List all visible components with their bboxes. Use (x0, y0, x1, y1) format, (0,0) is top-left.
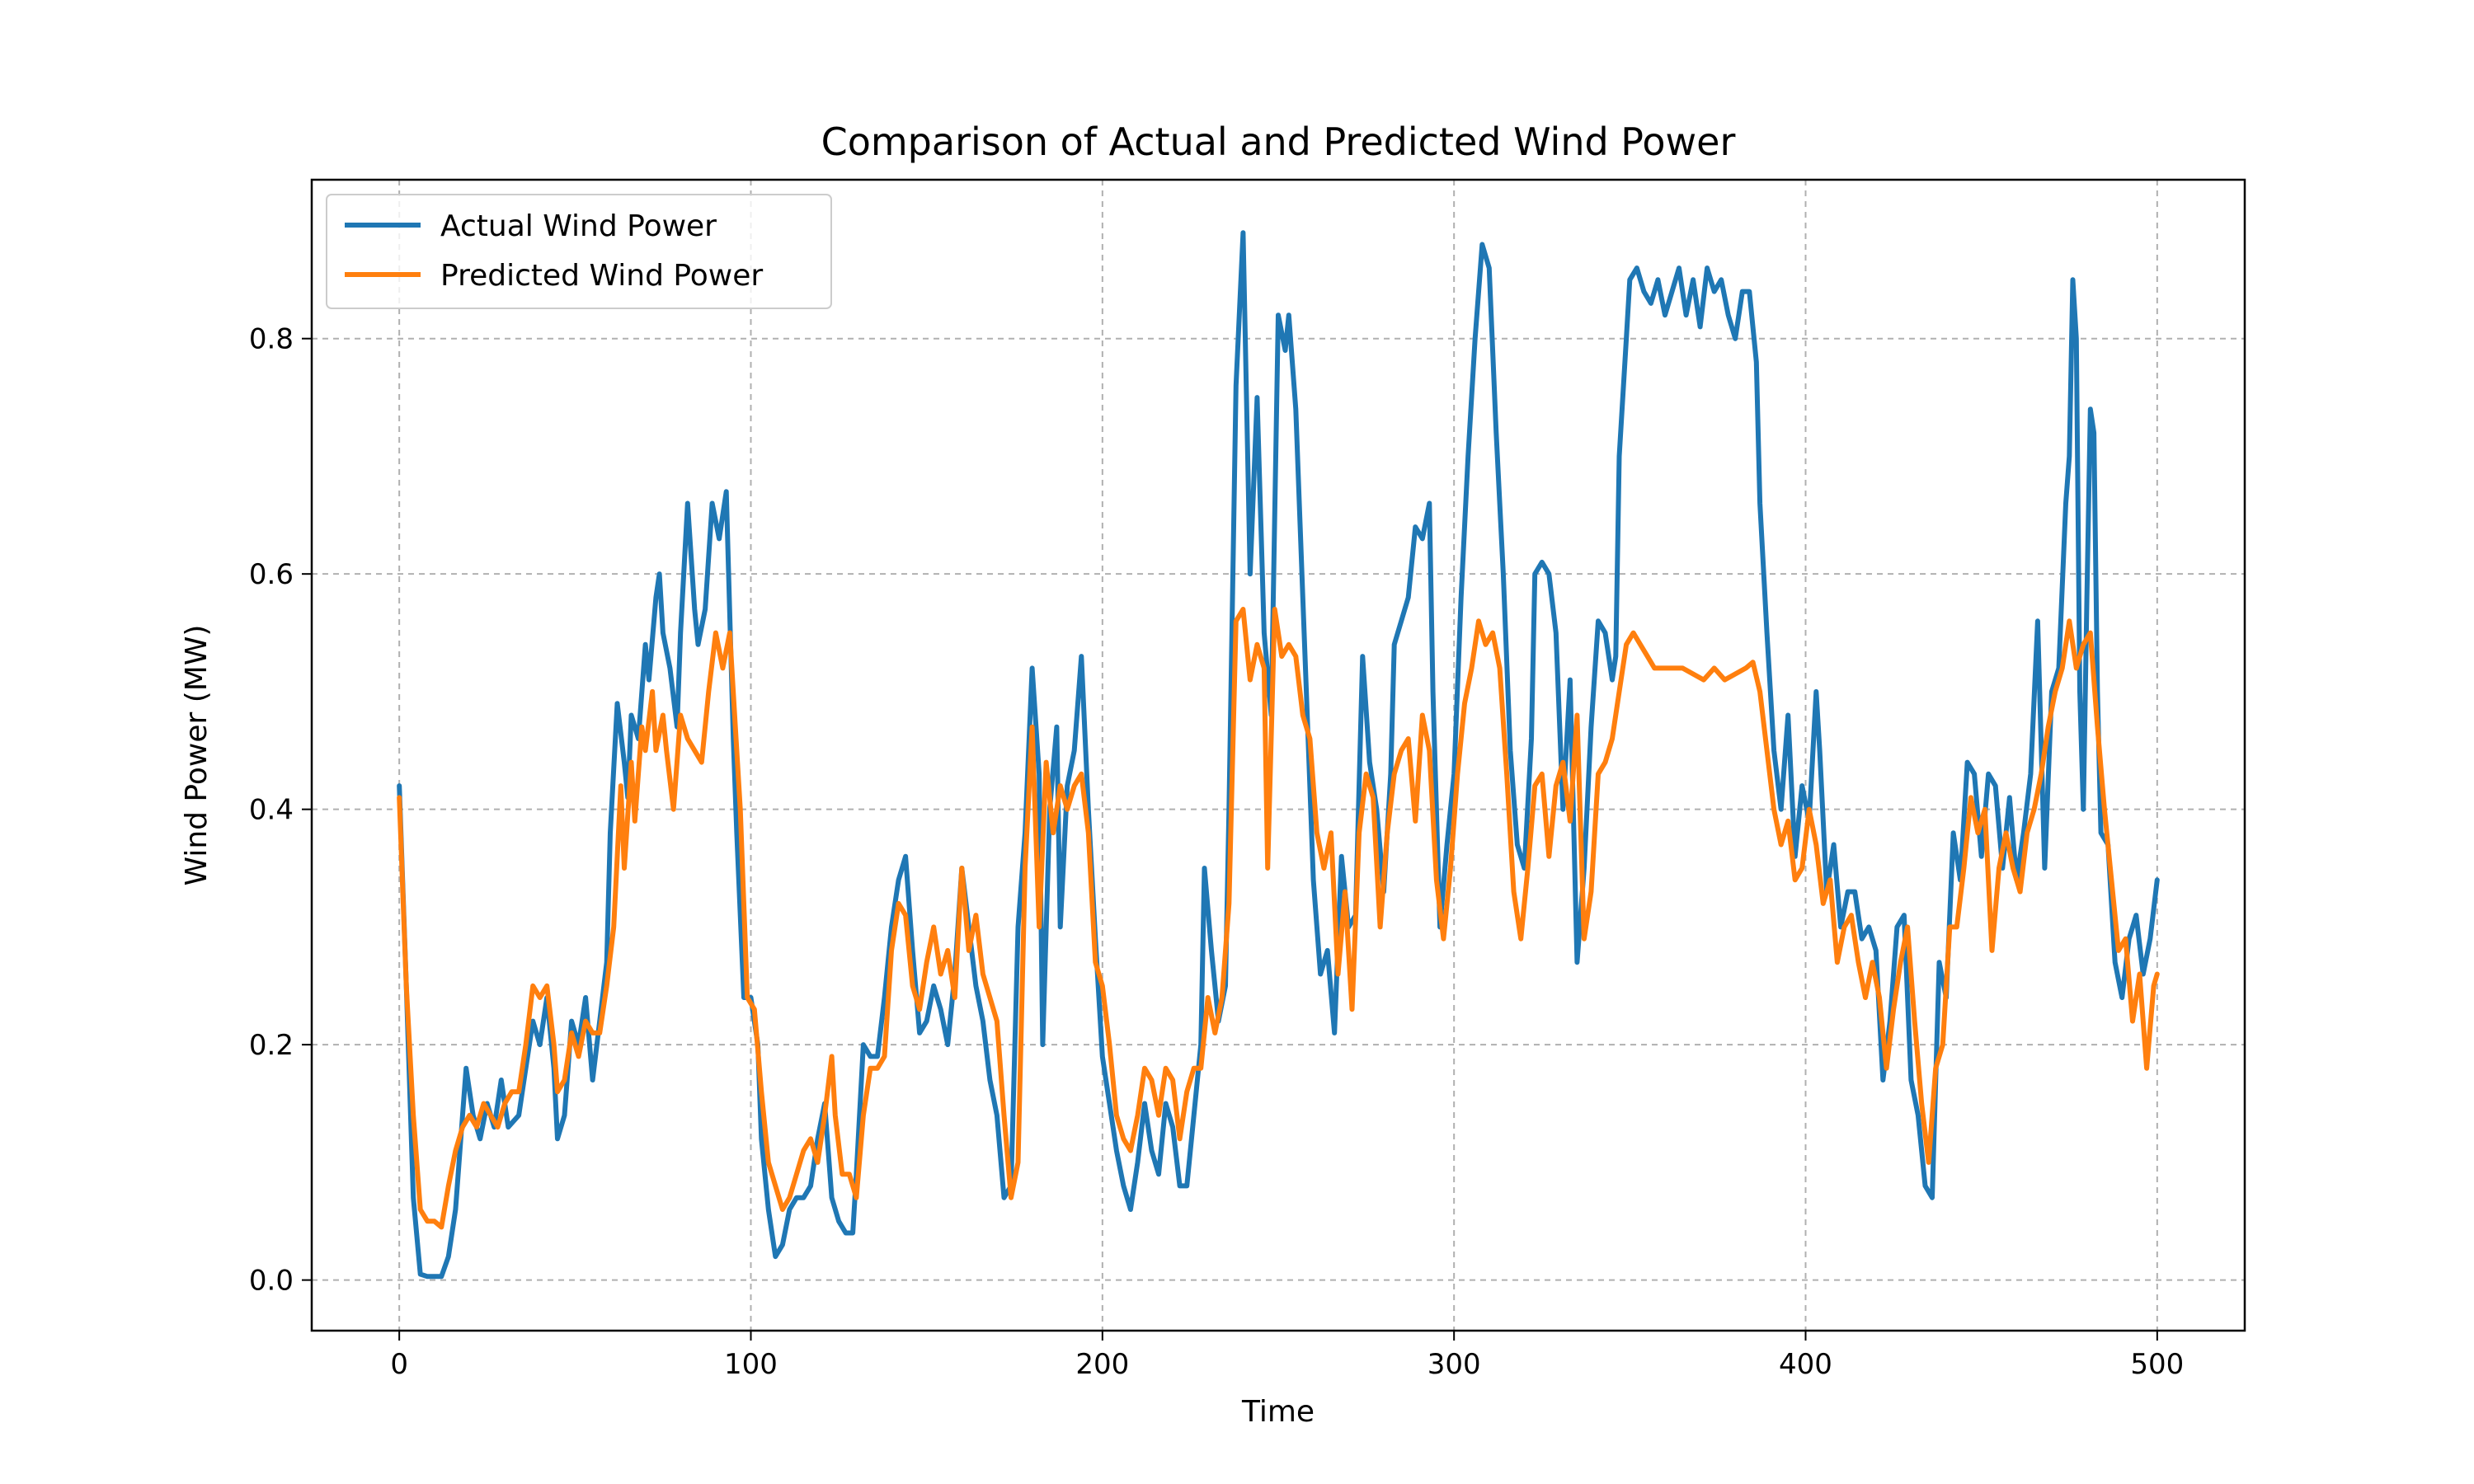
legend-box (326, 194, 832, 309)
x-tick-label: 500 (2130, 1348, 2184, 1381)
x-tick-label: 100 (724, 1348, 778, 1381)
x-tick-label: 0 (390, 1348, 408, 1381)
x-axis-label: Time (1241, 1395, 1315, 1429)
y-tick-label: 0.0 (249, 1265, 294, 1298)
tick-layer: 0 100 200 300 400 500 0.0 0.2 0.4 0.6 0.8 (249, 323, 2184, 1381)
chart-title: Comparison of Actual and Predicted Wind … (821, 120, 1736, 164)
x-tick-label: 400 (1779, 1348, 1832, 1381)
x-tick-label: 200 (1075, 1348, 1129, 1381)
series-layer (397, 230, 2160, 1280)
plot-frame (310, 178, 2246, 1332)
y-tick-label: 0.2 (249, 1029, 294, 1062)
x-tick-label: 300 (1427, 1348, 1481, 1381)
legend-label-actual: Actual Wind Power (440, 209, 717, 243)
series-line-predicted (397, 607, 2160, 1230)
legend-label-predicted: Predicted Wind Power (440, 259, 763, 293)
y-tick-label: 0.4 (249, 794, 294, 827)
y-tick-label: 0.6 (249, 558, 294, 591)
grid-layer (312, 180, 2245, 1331)
y-tick-label: 0.8 (249, 323, 294, 356)
legend: Actual Wind Power Predicted Wind Power (326, 194, 832, 309)
y-axis-label: Wind Power (MW) (180, 625, 214, 886)
